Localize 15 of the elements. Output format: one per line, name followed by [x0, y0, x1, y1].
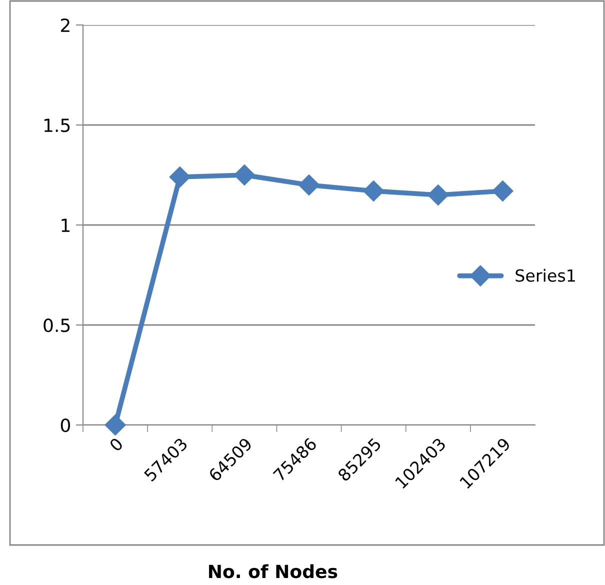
y-tick-label: 2	[61, 18, 70, 32]
y-tick-label: 0.5	[44, 318, 70, 332]
y-tick-label: 1	[62, 218, 70, 232]
y-tick-label: 1.5	[44, 118, 70, 132]
point	[363, 180, 384, 202]
point	[492, 180, 514, 202]
point	[104, 414, 126, 436]
x-tick-label: 0	[108, 437, 124, 452]
x-axis-title: No. of Nodes	[209, 564, 338, 578]
point	[298, 174, 320, 196]
y-tick-label: 0	[60, 418, 70, 432]
point	[169, 166, 190, 188]
point	[428, 184, 449, 206]
legend-label: Series1	[516, 268, 575, 282]
point	[234, 164, 255, 186]
